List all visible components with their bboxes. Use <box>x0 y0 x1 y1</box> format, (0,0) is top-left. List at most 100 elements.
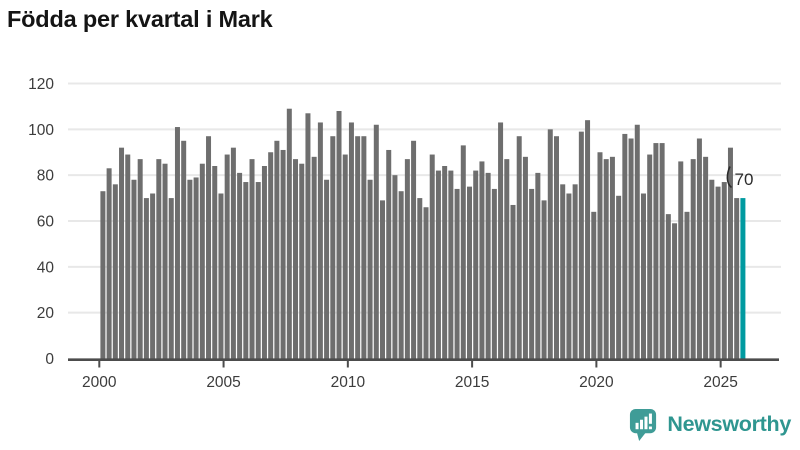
bar-2016-q1 <box>498 122 504 359</box>
bar-2019-q3 <box>585 120 591 359</box>
bar-2012-q2 <box>404 159 410 359</box>
bar-2003-q4 <box>193 177 199 359</box>
bar-2021-q2 <box>628 138 634 359</box>
bar-2014-q2 <box>454 188 460 359</box>
bar-2011-q2 <box>380 200 386 359</box>
brand-name: Newsworthy <box>667 411 791 436</box>
bar-2010-q4 <box>367 179 373 359</box>
bar-2012-q1 <box>398 191 404 359</box>
bar-2017-q2 <box>529 188 535 359</box>
bar-2006-q4 <box>268 152 274 359</box>
bar-2024-q4 <box>715 186 721 359</box>
bar-2018-q1 <box>547 129 553 359</box>
y-tick-label: 60 <box>37 214 55 231</box>
y-tick-label: 120 <box>28 76 54 93</box>
bar-2000-q4 <box>119 147 125 359</box>
bar-2020-q4 <box>616 195 622 359</box>
bar-2002-q2 <box>156 159 162 359</box>
bar-2024-q1 <box>696 138 702 359</box>
bar-2008-q2 <box>305 113 311 359</box>
x-tick-label: 2020 <box>579 374 614 391</box>
bar-2020-q3 <box>609 156 615 359</box>
bar-2012-q3 <box>411 140 417 359</box>
bar-2020-q1 <box>597 152 603 359</box>
bar-2001-q2 <box>131 179 137 359</box>
x-tick-label: 2010 <box>331 374 366 391</box>
bar-2004-q1 <box>199 163 205 359</box>
bar-2013-q1 <box>423 207 429 359</box>
bar-2019-q4 <box>591 211 597 359</box>
bar-2005-q1 <box>224 154 230 359</box>
bar-2004-q2 <box>206 136 212 359</box>
bar-2025-q1 <box>721 182 727 359</box>
bar-2000-q3 <box>112 184 118 359</box>
bar-2000-q2 <box>106 168 112 359</box>
bar-2017-q1 <box>522 156 528 359</box>
bar-2015-q1 <box>473 170 479 359</box>
bar-2006-q1 <box>249 159 255 359</box>
bar-2015-q2 <box>479 161 485 359</box>
newsworthy-branding: Newsworthy <box>628 406 791 442</box>
bar-2012-q4 <box>417 198 423 359</box>
bar-2008-q1 <box>299 163 305 359</box>
bar-2006-q2 <box>255 182 261 359</box>
bar-2014-q4 <box>467 186 472 359</box>
bar-2003-q1 <box>174 127 180 359</box>
bar-2021-q1 <box>622 133 628 359</box>
bar-2016-q3 <box>510 204 516 359</box>
bar-2017-q3 <box>535 172 541 359</box>
latest-value-annotation: 70 <box>735 170 754 189</box>
bar-2023-q1 <box>672 223 678 359</box>
y-tick-label: 40 <box>37 259 55 276</box>
bar-2018-q3 <box>560 184 566 359</box>
bar-2021-q4 <box>640 193 646 359</box>
bar-2013-q2 <box>429 154 435 359</box>
bar-2016-q2 <box>504 159 510 359</box>
bar-2001-q3 <box>137 159 143 359</box>
bar-2023-q4 <box>690 159 696 359</box>
bar-2019-q1 <box>572 184 578 359</box>
y-tick-label: 80 <box>37 168 55 185</box>
bar-2011-q3 <box>386 149 392 359</box>
bar-2025-q2 <box>727 147 733 359</box>
bar-2004-q4 <box>218 193 224 359</box>
bar-2025-q4 <box>740 198 746 359</box>
bar-2022-q1 <box>647 154 653 359</box>
bar-2005-q2 <box>230 147 236 359</box>
bar-2007-q4 <box>293 159 299 359</box>
bar-2007-q3 <box>286 108 292 359</box>
bar-2023-q2 <box>678 161 684 359</box>
bar-2022-q2 <box>653 143 659 359</box>
bar-2007-q2 <box>280 149 286 359</box>
bar-2008-q4 <box>317 122 323 359</box>
bar-2003-q2 <box>181 140 187 359</box>
bar-2021-q3 <box>634 124 640 359</box>
bar-2007-q1 <box>274 140 280 359</box>
bar-2015-q4 <box>491 188 497 359</box>
y-tick-label: 100 <box>28 122 54 139</box>
bar-2001-q1 <box>125 154 131 359</box>
bar-2024-q3 <box>709 179 715 359</box>
bar-2019-q2 <box>578 131 584 359</box>
bar-2017-q4 <box>541 200 547 359</box>
x-tick-label: 2000 <box>82 374 117 391</box>
bar-2011-q1 <box>373 124 379 359</box>
bar-2002-q4 <box>168 198 174 359</box>
y-tick-label: 20 <box>37 305 55 322</box>
bar-2005-q3 <box>237 172 243 359</box>
bar-2013-q3 <box>435 170 441 359</box>
bar-2009-q1 <box>324 179 330 359</box>
x-tick-label: 2005 <box>206 374 240 391</box>
bar-2010-q3 <box>361 136 367 359</box>
bar-2004-q3 <box>212 166 218 359</box>
bar-2018-q4 <box>566 193 572 359</box>
bar-2010-q1 <box>348 122 354 359</box>
bar-2022-q3 <box>659 143 665 359</box>
bar-2006-q3 <box>261 166 267 359</box>
bar-2003-q3 <box>187 179 193 359</box>
bar-2024-q2 <box>703 156 709 359</box>
bar-2023-q3 <box>684 211 690 359</box>
bar-2025-q3 <box>734 198 740 359</box>
